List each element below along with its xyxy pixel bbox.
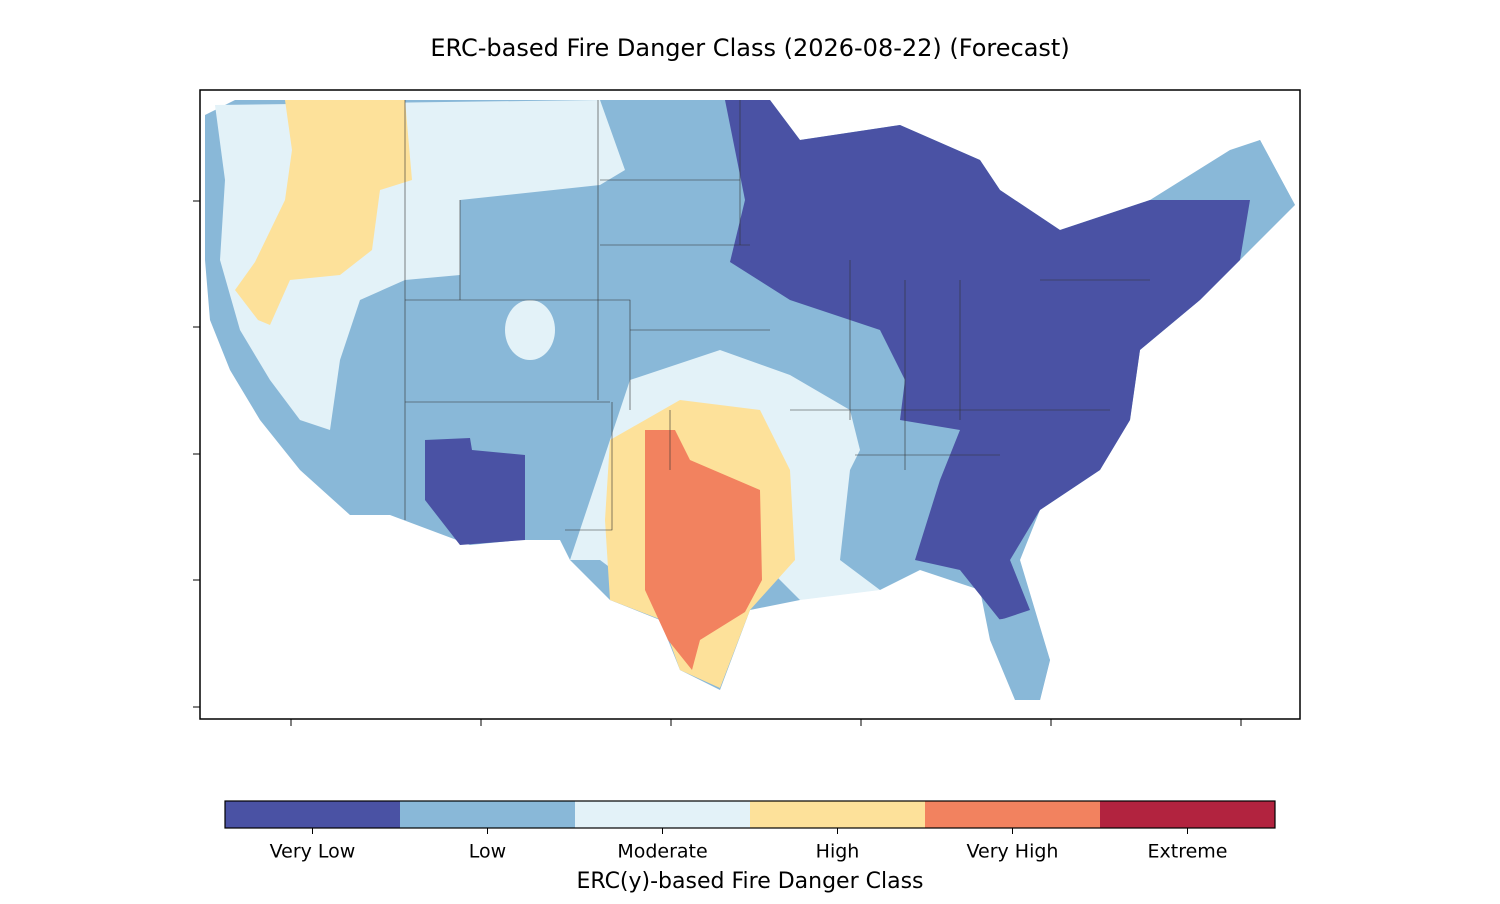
colorbar-label: ERC(y)-based Fire Danger Class bbox=[576, 869, 923, 894]
colorbar-tick-label: Very High bbox=[967, 841, 1059, 863]
region bbox=[425, 438, 525, 545]
colorbar-tick-label: Extreme bbox=[1148, 841, 1228, 863]
colorbar-swatch bbox=[750, 801, 925, 828]
colorbar: Very Low Low Moderate High Very High Extreme bbox=[224, 800, 1276, 863]
map-frame bbox=[199, 89, 1301, 720]
region bbox=[725, 100, 1250, 620]
colorbar-tick-label: Low bbox=[469, 841, 506, 863]
region bbox=[505, 300, 555, 360]
colorbar-swatch bbox=[1100, 801, 1275, 828]
colorbar-swatch bbox=[225, 801, 400, 828]
colorbar-tick-label: Moderate bbox=[617, 841, 707, 863]
region bbox=[995, 615, 1050, 700]
chart-title: ERC-based Fire Danger Class (2026-08-22)… bbox=[430, 34, 1069, 62]
region bbox=[645, 430, 762, 670]
colorbar-swatch bbox=[400, 801, 575, 828]
colorbar-swatch bbox=[925, 801, 1100, 828]
map bbox=[205, 100, 1295, 700]
colorbar-tick-label: High bbox=[816, 841, 860, 863]
region bbox=[1235, 140, 1295, 205]
axis-ticks bbox=[193, 200, 1242, 726]
region bbox=[235, 100, 412, 325]
colorbar-tick-label: Very Low bbox=[270, 841, 356, 863]
state-lines bbox=[404, 100, 1150, 531]
colorbar-swatch bbox=[575, 801, 750, 828]
colorbar-frame bbox=[224, 800, 1276, 829]
